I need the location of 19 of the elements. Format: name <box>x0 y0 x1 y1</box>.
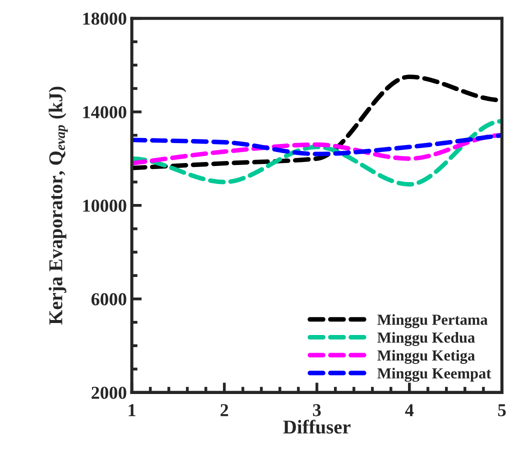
legend-label: Minggu Ketiga <box>377 350 475 364</box>
x-tick-label: 5 <box>498 404 506 416</box>
line-series <box>132 119 502 187</box>
legend-label: Minggu Kedua <box>377 332 475 346</box>
y-tick-label: 18000 <box>83 12 126 25</box>
y-axis-title: Kerja Evaporator, Q$_{evap}$ (kJ) <box>48 86 68 325</box>
x-tick-label: 3 <box>313 404 321 416</box>
legend-label: Minggu Keempat <box>377 368 492 382</box>
y-tick-label: 10000 <box>83 200 126 212</box>
x-tick-label: 4 <box>405 404 414 416</box>
x-tick-label: 2 <box>220 404 228 416</box>
y-tick-label: 6000 <box>91 293 126 306</box>
y-tick-label: 2000 <box>92 386 126 399</box>
y-tick-label: 14000 <box>83 106 126 118</box>
x-axis-title: Diffuser <box>283 420 350 434</box>
line-series <box>132 133 502 166</box>
line-series <box>132 133 502 156</box>
legend-label: Minggu Pertama <box>377 314 488 328</box>
x-tick-label: 1 <box>128 404 136 416</box>
